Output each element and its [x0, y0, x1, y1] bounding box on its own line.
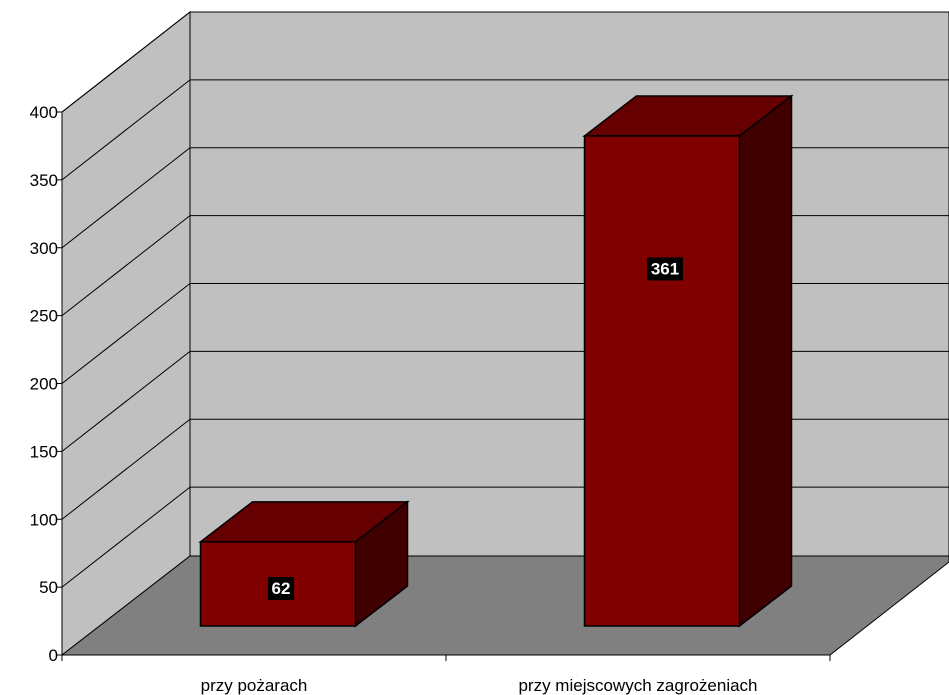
x-tick-label: przy miejscowych zagrożeniach [518, 676, 757, 695]
y-tick-label: 0 [49, 646, 58, 665]
chart-walls [60, 10, 949, 657]
bar: 361 [582, 94, 794, 628]
data-label-box [268, 577, 294, 600]
gridline-side [61, 215, 191, 317]
gridline-side [61, 11, 191, 113]
x-axis-ticks: przy pożarach przy miejscowych zagrożenia… [61, 655, 831, 695]
gridlines [61, 11, 949, 588]
data-label: 361 [651, 259, 679, 278]
data-label: 62 [272, 579, 291, 598]
bars: 62 361 [198, 94, 794, 628]
y-tick-label: 50 [39, 578, 58, 597]
gridline-side [61, 147, 191, 249]
x-tick-label: przy pożarach [201, 676, 308, 695]
y-tick-label: 150 [30, 442, 58, 461]
chart-floor [60, 555, 949, 656]
gridline-side [61, 486, 191, 588]
bar-side [738, 94, 793, 628]
y-tick-label: 300 [30, 239, 58, 258]
y-tick-label: 200 [30, 375, 58, 394]
gridline-side [61, 283, 191, 384]
y-axis-ticks: 0 50 100 150 200 250 300 350 400 [30, 103, 62, 665]
data-label-box [647, 257, 683, 281]
y-tick-label: 350 [30, 171, 58, 190]
y-tick-label: 400 [30, 103, 58, 122]
gridline-side [61, 79, 191, 181]
gridline-side [61, 350, 191, 452]
bar: 62 [198, 500, 410, 628]
bar-front [583, 135, 741, 627]
gridline-side [61, 418, 191, 520]
y-tick-label: 250 [30, 307, 58, 326]
y-tick-label: 100 [30, 510, 58, 529]
